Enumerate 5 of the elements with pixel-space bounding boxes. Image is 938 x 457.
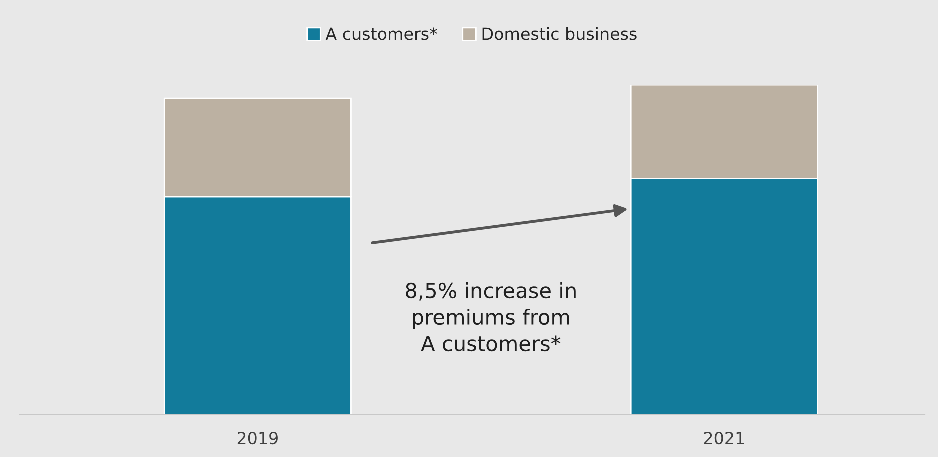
x-tick-label: 2019: [238, 432, 278, 445]
annotation: 8,5% increase in premiums from A customers*: [406, 282, 576, 352]
legend-label: A customers*: [326, 28, 438, 40]
x-tick-label: 2021: [704, 432, 744, 445]
legend-label: Domestic business: [482, 27, 637, 40]
